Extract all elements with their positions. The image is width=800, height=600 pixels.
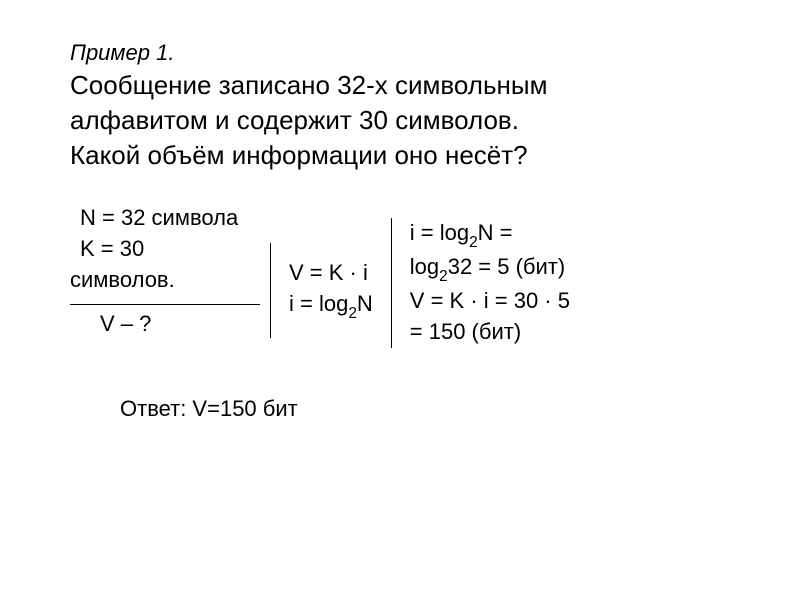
problem-header: Пример 1. Сообщение записано 32-х символ… xyxy=(70,40,730,173)
formula-v: V = K · i xyxy=(289,258,373,289)
given-k: K = 30 xyxy=(70,234,260,265)
calc-l1-sub: 2 xyxy=(469,234,478,251)
find-line: V – ? xyxy=(70,311,260,337)
answer-line: Ответ: V=150 бит xyxy=(70,396,730,422)
calc-l2-prefix: log xyxy=(410,254,439,279)
calc-l1-suffix: N = xyxy=(478,220,513,245)
calc-line-4: = 150 (бит) xyxy=(410,317,611,348)
calc-line-2: log232 = 5 (бит) xyxy=(410,252,611,286)
given-k-unit: символов. xyxy=(70,265,260,296)
problem-line-2: алфавитом и содержит 30 символов. xyxy=(70,103,730,138)
problem-text: Сообщение записано 32-х символьным алфав… xyxy=(70,68,730,173)
calc-line-3: V = K · i = 30 · 5 xyxy=(410,286,611,317)
given-block: N = 32 символа K = 30 символов. V – ? xyxy=(70,203,270,336)
formula-i-suffix: N xyxy=(357,291,373,316)
calculation-block: i = log2N = log232 = 5 (бит) V = K · i =… xyxy=(391,218,621,348)
formula-i-prefix: i = log xyxy=(289,291,348,316)
formulas-block: V = K · i i = log2N xyxy=(270,243,391,338)
given-divider xyxy=(70,304,260,305)
formula-i: i = log2N xyxy=(289,289,373,323)
example-label: Пример 1. xyxy=(70,40,730,66)
solution-area: N = 32 символа K = 30 символов. V – ? V … xyxy=(70,203,730,348)
calc-l1-prefix: i = log xyxy=(410,220,469,245)
problem-line-3: Какой объём информации оно несёт? xyxy=(70,138,730,173)
calc-l2-suffix: 32 = 5 (бит) xyxy=(448,254,566,279)
problem-line-1: Сообщение записано 32-х символьным xyxy=(70,68,730,103)
given-n: N = 32 символа xyxy=(70,203,260,234)
formula-i-sub: 2 xyxy=(348,305,357,322)
calc-l2-sub: 2 xyxy=(439,268,448,285)
calc-line-1: i = log2N = xyxy=(410,218,611,252)
